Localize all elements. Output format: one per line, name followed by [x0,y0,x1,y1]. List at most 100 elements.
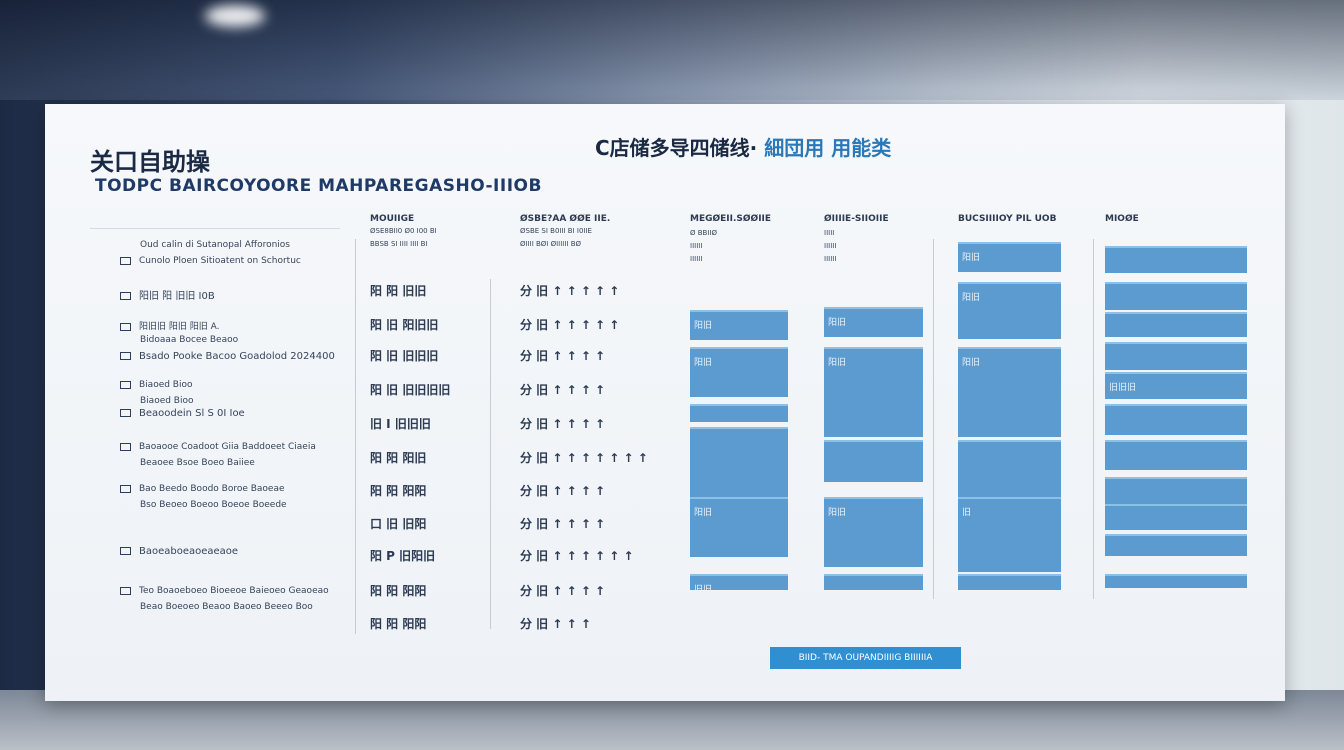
col2-row: 阳 阳 阳旧 [370,451,427,465]
left-list-item[interactable]: Teo Boaoeboeo Bioeeoe Baieoeo Geaoeao [120,586,329,596]
item-icon [120,256,131,265]
left-list-item[interactable]: Bsado Pooke Bacoo Goadolod 2024400 [120,351,335,362]
bar-column-subheader: IIIIII [690,242,703,250]
data-bar: 阳旧 [824,497,923,567]
data-bar [1105,504,1247,530]
col3-header: ØSBE SI B0III BI I0IIE [520,227,592,235]
bar-column-header: MIOØE [1105,214,1139,224]
bar-label: 阳旧 [962,358,981,368]
item-icon [120,484,131,493]
col2-row: 阳 阳 阳阳 [370,617,427,631]
bar-column-subheader: IIIIII [824,255,837,263]
col2-row: 阳 阳 阳阳 [370,484,427,498]
left-list-item[interactable]: Baoaooe Coadoot Giia Baddoeet Ciaeia [120,442,316,452]
data-bar: 阳旧 [958,282,1061,339]
left-list-text: 阳旧 阳 旧旧 I0B [139,291,215,302]
left-list-text: Bsado Pooke Bacoo Goadolod 2024400 [139,351,335,362]
title-cn: 关口自助操 [90,148,210,176]
title-right-accent: 細団用 用能类 [764,136,892,160]
divider [933,239,934,599]
item-icon [120,442,131,451]
col2-row: 口 旧 旧阳 [370,517,427,531]
data-bar [690,427,788,497]
bar-label: 阳旧 [828,508,847,518]
data-bar: 阳旧 [690,347,788,397]
divider [1093,239,1094,599]
divider [90,228,340,229]
left-header-line: Oud calin di Sutanopal Afforonios [140,240,290,250]
data-bar [1105,312,1247,337]
left-list-subtext: Bidoaaa Bocee Beaoo [140,335,239,345]
col2-row: 阳 旧 旧旧旧 [370,349,439,363]
col3-row: 分 旧 ↑ ↑ ↑ ↑ [520,417,606,431]
left-list-item[interactable]: Bao Beedo Boodo Boroe Baoeae [120,484,285,494]
data-bar: 阳旧 [824,347,923,437]
col3-row: 分 旧 ↑ ↑ ↑ [520,617,591,631]
col3-row: 分 旧 ↑ ↑ ↑ ↑ [520,383,606,397]
bar-label: 阳旧 [694,508,713,518]
left-list-subtext: Beao Boeoeo Beaoo Baoeo Beeeo Boo [140,602,313,612]
data-bar: 阳旧 [824,307,923,337]
left-header-text: Cunolo Ploen Sitioatent on Schortuc [139,256,301,266]
data-bar [1105,282,1247,310]
left-list-text: Teo Boaoeboeo Bioeeoe Baieoeo Geaoeao [139,586,329,596]
action-button[interactable]: BIID- TMA OUPANDIIIIG BIIIIIIA [770,647,961,669]
col3-row: 分 旧 ↑ ↑ ↑ ↑ [520,517,606,531]
bar-column-header: BUCSIIIIOY PIL UOB [958,214,1057,224]
ceiling-light [205,5,265,27]
left-list-item[interactable]: Biaoed Bioo [120,380,193,390]
data-bar: 阳旧 [958,242,1061,272]
data-bar [1105,574,1247,588]
data-bar [690,404,788,422]
divider [490,279,491,629]
data-bar [1105,477,1247,507]
bar-column-subheader: IIIII [824,229,835,237]
bar-label: 阳旧 [694,321,713,331]
divider [355,239,356,634]
data-bar: 阳旧 [958,347,1061,437]
col2-row: 阳 阳 阳阳 [370,584,427,598]
left-list-item[interactable]: 阳旧旧 阳旧 阳旧 A. [120,319,219,332]
col2-row: 旧 I 旧旧旧 [370,417,431,431]
left-list-item[interactable]: Baoeaboeaoeaeaoe [120,546,238,557]
data-bar [1105,342,1247,370]
left-list-text: Baoaooe Coadoot Giia Baddoeet Ciaeia [139,442,316,452]
col3-row: 分 旧 ↑ ↑ ↑ ↑ ↑ ↑ [520,549,634,563]
data-bar: 旧旧旧 [1105,372,1247,399]
bar-label: 阳旧 [962,293,981,303]
data-bar: 阳旧 [690,310,788,340]
col3-header: ØSBE?AA ØØE IIE. [520,214,611,224]
data-bar [824,440,923,482]
left-list-text: Beaoodein Sl S 0I Ioe [139,408,245,419]
col3-row: 分 旧 ↑ ↑ ↑ ↑ ↑ [520,318,620,332]
col2-header: ØSE8BII0 Ø0 I00 BI [370,227,437,235]
col2-row: 阳 旧 阳旧旧 [370,318,439,332]
item-icon [120,547,131,555]
col3-row: 分 旧 ↑ ↑ ↑ ↑ [520,349,606,363]
title-right-main: C店储多导四储线· [595,136,758,160]
left-list-item[interactable]: Beaoodein Sl S 0I Ioe [120,408,245,419]
col3-header: ØIIII BØI ØIIIIII BØ [520,240,582,248]
col2-row: 阳 旧 旧旧旧旧 [370,383,451,397]
title-en: TODPC BAIRCOYOORE MAHPAREGASHO-IIIOB [95,176,542,196]
bar-column-subheader: IIIIII [824,242,837,250]
data-bar [1105,440,1247,470]
col3-row: 分 旧 ↑ ↑ ↑ ↑ [520,584,606,598]
left-list-item[interactable]: 阳旧 阳 旧旧 I0B [120,287,215,302]
data-bar: 阳旧 [690,497,788,557]
col2-row: 阳 P 旧阳旧 [370,549,436,563]
item-icon [120,322,131,331]
col3-row: 分 旧 ↑ ↑ ↑ ↑ [520,484,606,498]
bar-label: 阳旧 [962,253,981,263]
item-icon [120,292,131,300]
data-bar [1105,246,1247,273]
title-right: C店储多导四储线· 細団用 用能类 [595,132,891,161]
item-icon [120,352,131,360]
bar-label: 阳旧 [828,318,847,328]
bar-label: 旧 [962,508,972,518]
data-bar [1105,404,1247,435]
background-ceiling [0,0,1344,100]
data-bar: 旧旧 [690,574,788,595]
display-board: 关口自助操 TODPC BAIRCOYOORE MAHPAREGASHO-III… [45,104,1285,701]
col3-row: 分 旧 ↑ ↑ ↑ ↑ ↑ ↑ ↑ [520,451,648,465]
